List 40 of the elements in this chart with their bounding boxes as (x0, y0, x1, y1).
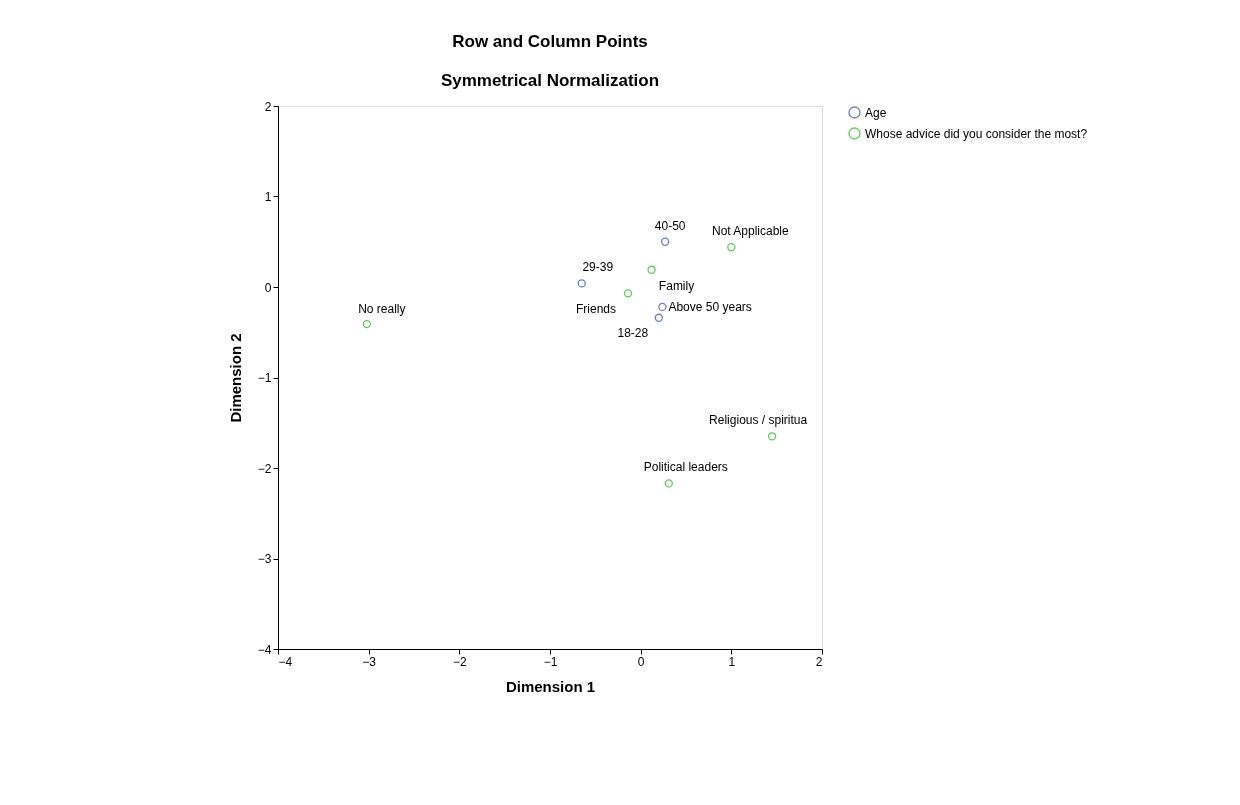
point (658, 302, 667, 312)
x-axis-title: Dimension 1 (505, 677, 596, 695)
x-tick-label: 1 (728, 654, 736, 669)
annotation: Not Applicable (711, 224, 790, 239)
annotation: Friends (575, 302, 616, 317)
point (727, 243, 736, 252)
annotation: 29-39 (582, 260, 614, 275)
point (577, 279, 586, 288)
annotation: No really (358, 302, 406, 317)
x-tick-label: −2 (452, 654, 467, 669)
x-tick-label: −3 (362, 654, 377, 669)
y-axis-title: Dimension 2 (226, 333, 244, 423)
y-tick-label: 1 (264, 190, 272, 204)
point (623, 289, 633, 298)
annotation: Family (658, 278, 695, 293)
x-tick-label: 2 (815, 654, 823, 669)
y-tick-label: 0 (264, 280, 272, 295)
y-tick-label: 2 (264, 99, 272, 114)
annotation: Above 50 years (668, 299, 752, 314)
legend-label: Age (865, 105, 887, 120)
annotation: 40-50 (654, 218, 686, 233)
x-tick-label: 0 (637, 654, 645, 669)
y-tick-label: −3 (257, 552, 272, 566)
y-tick-label: −2 (257, 461, 272, 476)
annotation: Religious / spiritua (709, 413, 808, 428)
y-tick-label: −1 (257, 371, 272, 385)
x-tick-label: −1 (543, 654, 558, 669)
chart-subtitle: Symmetrical Normalization (440, 71, 660, 90)
legend-label: Whose advice did you consider the most? (865, 126, 1088, 141)
point (647, 265, 656, 274)
x-tick-label: −4 (278, 654, 293, 669)
chart-title: Row and Column Points (452, 32, 648, 51)
y-tick-label: −4 (257, 642, 272, 657)
point (660, 237, 670, 246)
point (664, 479, 673, 488)
annotation: 18-28 (617, 325, 649, 340)
annotation: Political leaders (643, 460, 728, 475)
point (362, 319, 372, 329)
point (654, 313, 663, 322)
point (767, 432, 777, 441)
